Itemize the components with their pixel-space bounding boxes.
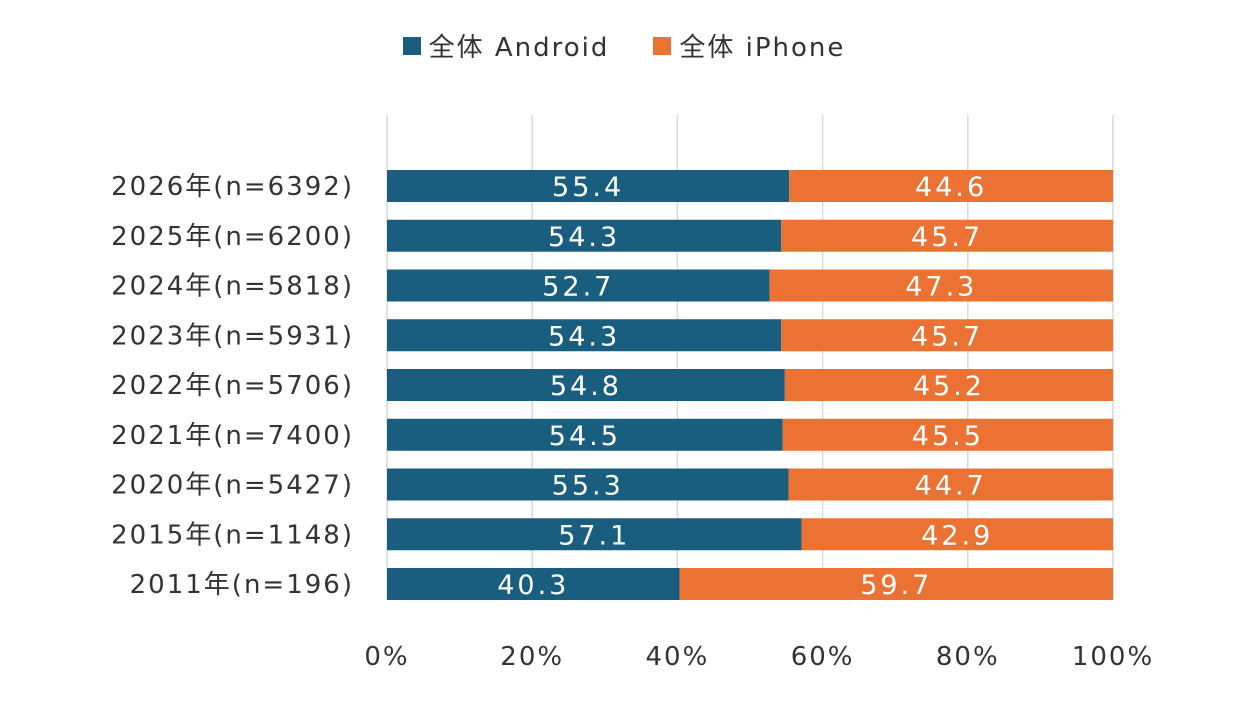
bar-segment <box>387 369 785 401</box>
category-label: 2025年(n=6200) <box>111 222 354 252</box>
legend-item-iphone: 全体 iPhone <box>653 27 845 64</box>
bar-segment <box>788 468 1113 501</box>
data-label: 54.8 <box>550 371 622 402</box>
bar-segment <box>784 369 1113 401</box>
bar-segment <box>387 418 783 451</box>
data-label: 54.3 <box>548 222 620 253</box>
data-label: 45.7 <box>911 222 983 253</box>
data-label: 54.5 <box>549 421 621 452</box>
category-label: 2015年(n=1148) <box>111 520 354 550</box>
x-tick-label: 40% <box>646 642 710 672</box>
legend-label-android: 全体 Android <box>428 33 610 63</box>
bar-segment <box>387 269 770 302</box>
data-label: 54.3 <box>548 321 620 352</box>
data-label: 44.6 <box>915 172 987 203</box>
legend: 全体 Android 全体 iPhone <box>0 27 1248 64</box>
category-label: 2023年(n=5931) <box>111 321 354 351</box>
bar-segment <box>387 170 790 202</box>
x-tick-label: 60% <box>791 642 855 672</box>
x-tick-label: 80% <box>936 642 1000 672</box>
data-label: 47.3 <box>905 272 977 303</box>
bar-segment <box>387 468 789 501</box>
x-tick-label: 100% <box>1072 642 1154 672</box>
legend-swatch-iphone <box>653 36 672 55</box>
bar-segment <box>387 518 802 551</box>
category-label: 2022年(n=5706) <box>111 371 354 401</box>
bar-segment <box>769 269 1113 302</box>
legend-label-iphone: 全体 iPhone <box>679 33 846 63</box>
bar-segment <box>801 518 1113 551</box>
category-label: 2011年(n=196) <box>130 570 354 600</box>
legend-item-android: 全体 Android <box>402 27 610 64</box>
bar-segment <box>387 568 680 600</box>
data-label: 45.7 <box>911 321 983 352</box>
x-tick-label: 0% <box>364 642 409 672</box>
category-label: 2020年(n=5427) <box>111 471 354 501</box>
bar-segment <box>789 170 1113 202</box>
category-label: 2026年(n=6392) <box>111 172 354 202</box>
data-label: 44.7 <box>915 471 987 502</box>
category-label: 2024年(n=5818) <box>111 272 354 302</box>
bar-segment <box>387 219 782 252</box>
bar-segment <box>782 418 1113 451</box>
category-label: 2021年(n=7400) <box>111 421 354 451</box>
data-label: 42.9 <box>921 520 993 551</box>
x-tick-label: 20% <box>500 642 564 672</box>
bar-segment <box>781 319 1113 352</box>
bar-segment <box>387 319 782 352</box>
legend-swatch-android <box>402 36 421 55</box>
data-label: 55.3 <box>552 471 624 502</box>
bar-segment <box>781 219 1113 252</box>
data-label: 59.7 <box>860 570 932 601</box>
data-label: 45.2 <box>913 371 985 402</box>
data-label: 55.4 <box>552 172 624 203</box>
bar-segment <box>679 568 1113 600</box>
data-label: 45.5 <box>912 421 984 452</box>
data-label: 57.1 <box>558 520 630 551</box>
data-label: 52.7 <box>542 272 614 303</box>
data-label: 40.3 <box>497 570 569 601</box>
